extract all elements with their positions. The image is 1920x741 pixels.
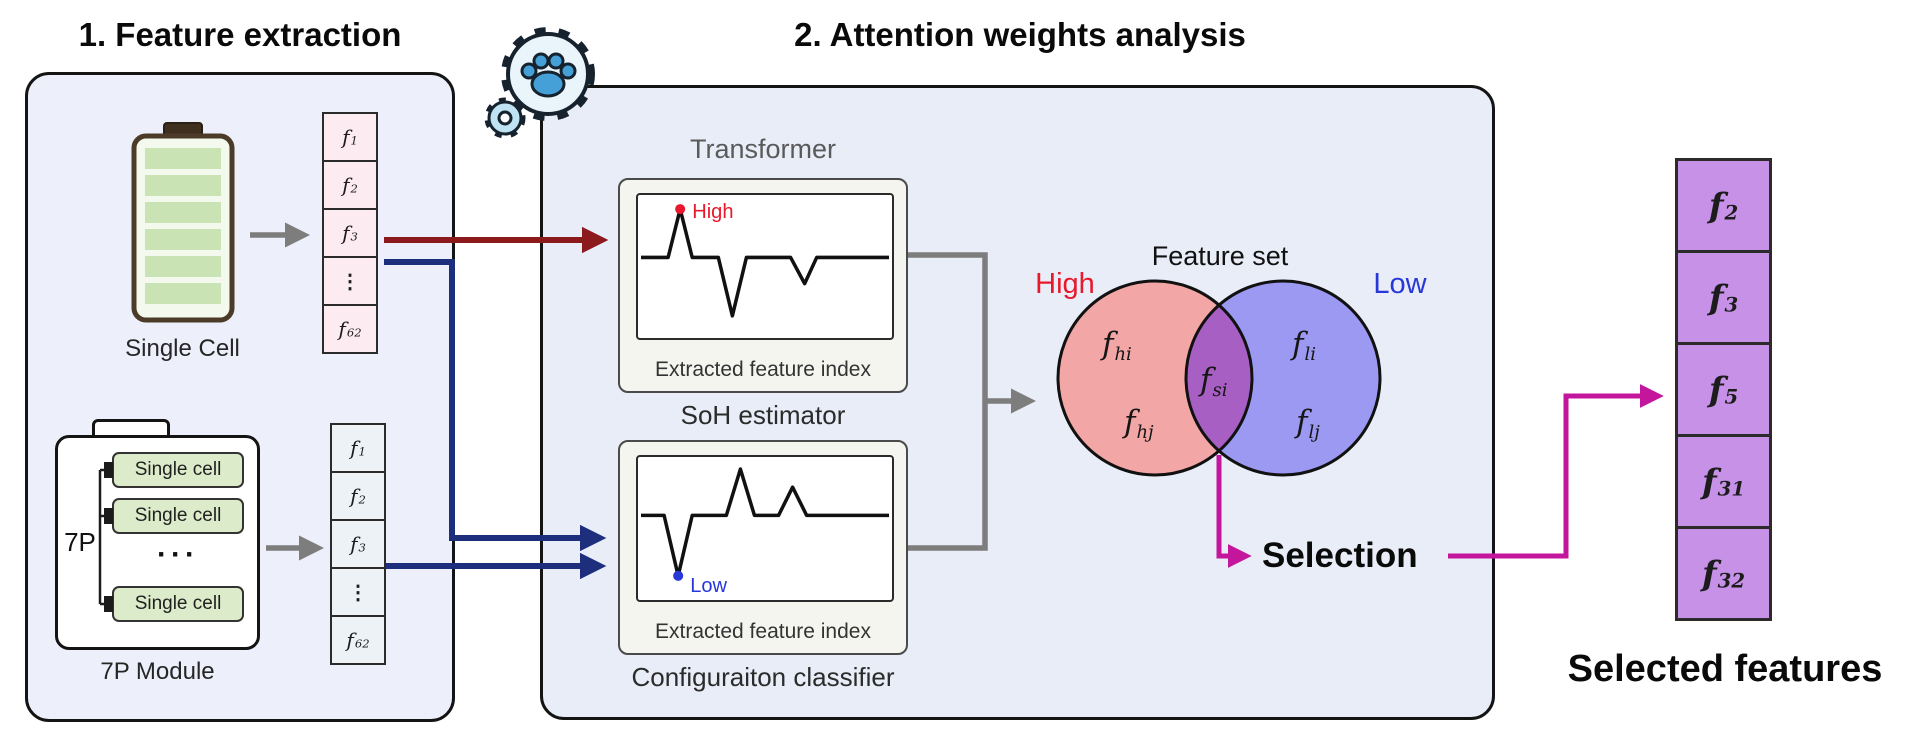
feature-symbol: f xyxy=(342,173,350,197)
selection-label: Selection xyxy=(1262,536,1418,575)
feature-symbol: f xyxy=(1102,326,1114,362)
transformer-label: Transformer xyxy=(689,134,837,164)
venn-item-fsi: fsi xyxy=(1200,362,1228,401)
feature-symbol: f xyxy=(1708,369,1724,410)
single-cell-label: Single Cell xyxy=(125,335,240,362)
section-title-feature-extraction: 1. Feature extraction xyxy=(78,16,402,53)
ellipsis-glyph: ⋮ xyxy=(348,580,368,604)
feature-symbol: f xyxy=(346,628,354,652)
section-title-attention: 2. Attention weights analysis xyxy=(794,16,1246,53)
classifier-caption: Configuraiton classifier xyxy=(631,662,895,692)
soh-axis-label: Extracted feature index xyxy=(655,358,871,381)
feature-subscript: hj xyxy=(1136,421,1154,443)
feature-symbol: f xyxy=(1708,185,1724,226)
feature-subscript: 1 xyxy=(350,133,358,148)
feature-symbol: f xyxy=(350,436,358,460)
classifier-attention-plot: Low xyxy=(636,455,894,602)
feature-subscript: 2 xyxy=(1724,199,1739,224)
module-single-cell: Single cell xyxy=(112,498,244,534)
feature-symbol: f xyxy=(1124,404,1136,440)
feature-symbol: f xyxy=(338,317,346,341)
venn-item-flj: flj xyxy=(1296,404,1320,443)
module-single-cell: Single cell xyxy=(112,452,244,488)
feature-symbol: f xyxy=(342,125,350,149)
feature-symbol: f xyxy=(350,532,358,556)
feature-subscript: 62 xyxy=(354,636,370,651)
module-tag: 7P xyxy=(64,527,96,557)
venn-item-fli: fli xyxy=(1292,326,1316,365)
module-single-cell: Single cell xyxy=(112,586,244,622)
feature-cell-ellipsis: ⋮ xyxy=(330,567,386,617)
feature-symbol: f xyxy=(1701,553,1717,594)
feature-subscript: lj xyxy=(1308,421,1320,443)
venn-low-label: Low xyxy=(1373,268,1427,300)
feature-subscript: li xyxy=(1304,343,1316,365)
selected-features-caption: Selected features xyxy=(1567,648,1883,690)
venn-item-fhj: fhj xyxy=(1124,404,1154,443)
venn-high-outline xyxy=(1056,279,1254,477)
venn-low-outline xyxy=(1184,279,1382,477)
feature-cell: f 62 xyxy=(322,304,378,354)
module-ellipsis: ··· xyxy=(157,538,199,571)
feature-symbol: f xyxy=(342,221,350,245)
feature-subscript: 3 xyxy=(1724,291,1739,316)
high-peak-dot xyxy=(675,204,686,215)
soh-attention-curve: High xyxy=(641,201,889,318)
low-peak-dot xyxy=(673,570,684,581)
feature-symbol: f xyxy=(1708,277,1724,318)
feature-subscript: 31 xyxy=(1717,475,1746,500)
venn-title: Feature set xyxy=(1151,241,1289,271)
feature-subscript: 32 xyxy=(1717,567,1746,592)
low-peak-label: Low xyxy=(690,575,727,597)
feature-subscript: 2 xyxy=(358,492,366,507)
soh-estimator-caption: SoH estimator xyxy=(680,400,846,430)
feature-subscript: 3 xyxy=(350,229,358,244)
attention-line xyxy=(641,207,889,318)
feature-symbol: f xyxy=(1701,461,1717,502)
classifier-attention-curve: Low xyxy=(641,467,889,597)
gear-paw-icon xyxy=(484,27,595,139)
selected-feature-cell: f 31 xyxy=(1675,434,1772,529)
feature-symbol: f xyxy=(1200,362,1212,398)
feature-set-venn xyxy=(1056,279,1382,477)
feature-subscript: 2 xyxy=(350,181,358,196)
feature-subscript: si xyxy=(1212,379,1228,401)
soh-estimator-card: High Extracted feature index xyxy=(618,178,908,393)
feature-cell: f 62 xyxy=(330,615,386,665)
selected-feature-cell: f 32 xyxy=(1675,526,1772,621)
feature-subscript: hi xyxy=(1114,343,1132,365)
ellipsis-glyph: ⋮ xyxy=(340,269,360,293)
attention-line xyxy=(641,467,889,578)
venn-high-label: High xyxy=(1035,268,1095,300)
venn-overlap xyxy=(1186,281,1252,475)
battery-icon xyxy=(131,122,235,323)
feature-subscript: 5 xyxy=(1724,383,1739,408)
feature-subscript: 3 xyxy=(358,540,366,555)
module-label: 7P Module xyxy=(100,658,215,685)
feature-cell-ellipsis: ⋮ xyxy=(322,256,378,306)
feature-symbol: f xyxy=(1292,326,1304,362)
feature-symbol: f xyxy=(1296,404,1308,440)
feature-subscript: 1 xyxy=(358,444,366,459)
feature-symbol: f xyxy=(350,484,358,508)
classifier-axis-label: Extracted feature index xyxy=(655,620,871,643)
venn-item-fhi: fhi xyxy=(1102,326,1132,365)
feature-subscript: 62 xyxy=(346,325,362,340)
high-peak-label: High xyxy=(692,201,733,223)
soh-attention-plot: High xyxy=(636,193,894,340)
configuration-classifier-card: Low Extracted feature index xyxy=(618,440,908,655)
